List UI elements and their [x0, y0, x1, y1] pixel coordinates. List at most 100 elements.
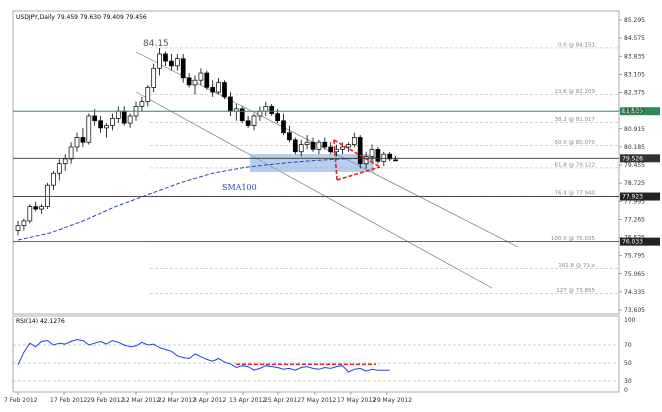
- y-tick-label: 80.915: [624, 126, 645, 133]
- triangle-lower: [336, 166, 381, 181]
- candle-body: [192, 79, 198, 86]
- price-tag-box: [620, 237, 660, 246]
- candle-body: [228, 96, 233, 112]
- x-tick-label: 29 May 2012: [373, 397, 412, 404]
- rsi-y-tick-label: 0: [624, 387, 628, 394]
- candle-body: [334, 149, 339, 153]
- chart-title: USDJPY,Daily: [16, 14, 55, 21]
- y-tick-label: 79.455: [624, 162, 645, 169]
- candle-body: [169, 60, 174, 67]
- fib-level-label: 0.0 @ 84.151: [558, 42, 595, 48]
- sma-label: SMA100: [222, 183, 257, 192]
- candle-body: [340, 146, 345, 150]
- y-tick-label: 74.335: [624, 289, 645, 296]
- y-tick-label: 83.105: [624, 71, 645, 78]
- candle-body: [15, 225, 21, 231]
- y-tick-label: 84.575: [624, 35, 645, 42]
- y-tick-label: 77.265: [624, 216, 645, 223]
- y-tick-label: 75.795: [624, 253, 645, 260]
- fib-level-label: 23.6 @ 82.209: [555, 89, 596, 95]
- fib-level-label: 76.4 @ 77.940: [555, 191, 596, 197]
- candle-body: [127, 115, 133, 124]
- candle-body: [292, 139, 298, 153]
- candle-body: [239, 108, 245, 122]
- support-zone: [250, 154, 374, 172]
- candle-body: [316, 141, 322, 150]
- candle-body: [163, 53, 168, 62]
- candle-body: [298, 144, 304, 153]
- candle-body: [92, 115, 98, 122]
- candle-body: [216, 82, 221, 93]
- candle-body: [369, 149, 375, 157]
- candle-body: [27, 206, 33, 222]
- candle-body: [328, 146, 334, 153]
- channel-lower-line: [135, 91, 493, 289]
- candle-body: [21, 220, 27, 227]
- candle-body: [56, 163, 62, 174]
- x-tick-label: 17 May 2012: [337, 397, 376, 404]
- y-tick-label: 81.645: [624, 108, 645, 115]
- fib-level-label: 100.0 @ 76.035: [551, 236, 595, 242]
- rsi-y-tick-label: 30: [624, 378, 632, 385]
- candle-body: [275, 113, 280, 122]
- rsi-y-tick-label: 50: [624, 360, 632, 367]
- price-tag-box: [620, 107, 660, 116]
- rsi-y-tick-label: 100: [624, 317, 636, 324]
- candle-body: [251, 115, 257, 126]
- y-tick-label: 76.525: [624, 235, 645, 242]
- y-tick-label: 82.375: [624, 90, 645, 97]
- candle-body: [115, 110, 121, 119]
- channel-lines: [135, 51, 519, 289]
- triangle-pattern: [333, 139, 381, 181]
- y-tick-label: 85.295: [624, 17, 645, 24]
- candle-body: [287, 132, 292, 141]
- candle-body: [269, 106, 275, 114]
- candle-body: [310, 141, 316, 150]
- candle-body: [80, 137, 86, 143]
- candle-body: [145, 86, 151, 103]
- price-tag-box: [620, 192, 660, 201]
- triangle-left: [333, 139, 338, 181]
- candle-body: [174, 58, 180, 67]
- candle-body: [45, 184, 50, 207]
- candle-body: [139, 101, 145, 107]
- fib-level-label: 61.8 @ 79.122: [555, 162, 596, 168]
- candle-body: [245, 120, 251, 126]
- y-tick-label: 75.065: [624, 271, 645, 278]
- candle-body: [180, 58, 186, 79]
- rsi-title: RSI(14) 42.1276: [16, 318, 65, 325]
- candle-body: [281, 120, 286, 134]
- channel-upper-line: [135, 51, 519, 248]
- y-tick-label: 73.605: [624, 307, 645, 314]
- y-tick-label: 77.995: [624, 198, 645, 205]
- candle-body: [351, 137, 357, 145]
- candle-body: [157, 53, 162, 69]
- candle-body: [51, 172, 56, 186]
- x-tick-label: 13 Apr 2012: [229, 397, 266, 404]
- candle-body: [263, 106, 269, 112]
- x-tick-label: 25 Apr 2012: [264, 397, 301, 404]
- candle-body: [39, 206, 44, 210]
- fib-level-label: 127 @ 73.855: [556, 288, 595, 294]
- candle-body: [204, 72, 210, 88]
- candle-body: [375, 149, 381, 162]
- candle-body: [304, 141, 310, 145]
- x-tick-label: 7 May 2012: [301, 397, 336, 404]
- candle-body: [210, 86, 216, 93]
- candle-body: [110, 118, 115, 126]
- candle-body: [98, 120, 103, 129]
- x-tick-label: 22 Mar 2012: [158, 397, 196, 404]
- candle-body: [33, 206, 39, 210]
- candle-body: [68, 146, 74, 160]
- candle-body: [62, 158, 68, 165]
- triangle-upper: [333, 139, 381, 168]
- y-tick-label: 80.185: [624, 144, 645, 151]
- candle-body: [121, 110, 127, 124]
- peak-label: 84.15: [143, 39, 169, 49]
- candle-body: [393, 159, 398, 162]
- candle-body: [257, 110, 263, 117]
- y-tick-label: 83.835: [624, 53, 645, 60]
- sma100-line: [17, 157, 376, 241]
- candle-body: [104, 125, 109, 129]
